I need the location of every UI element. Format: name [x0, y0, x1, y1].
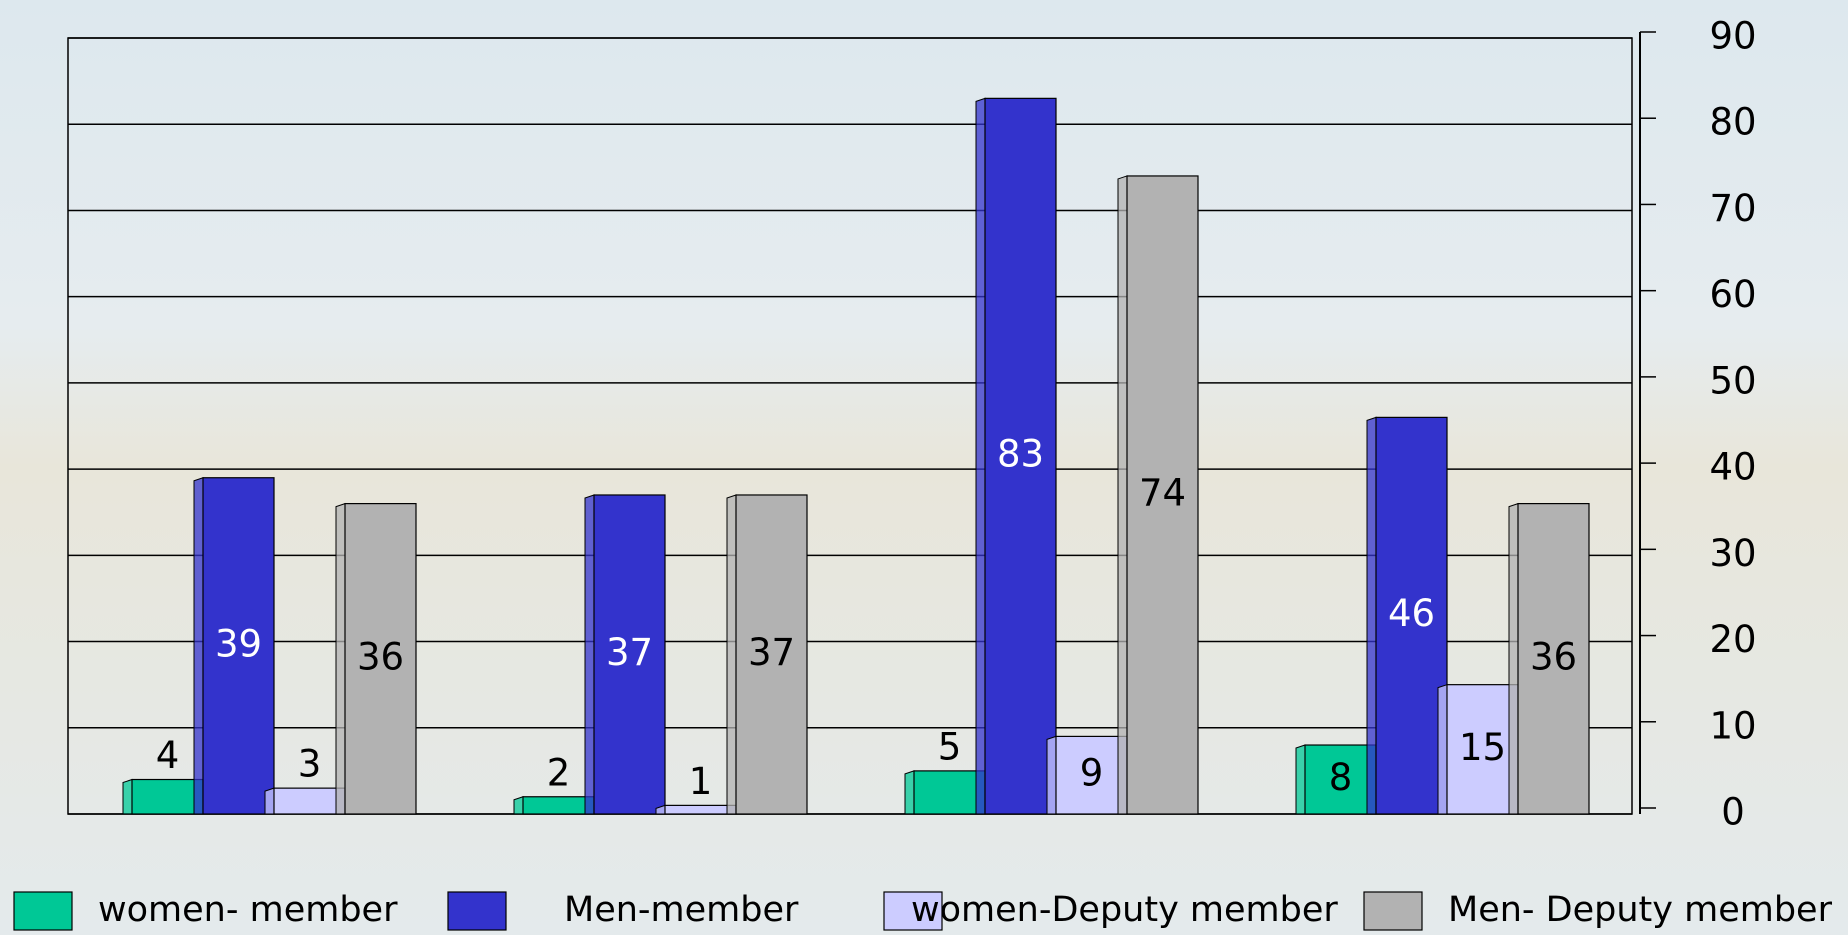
bar-side [336, 504, 345, 814]
y-tick-label: 80 [1709, 101, 1756, 144]
legend-swatch [14, 892, 72, 930]
data-label: 83 [997, 433, 1044, 476]
bar-side [1367, 417, 1376, 814]
chart: 0 10 20 30 40 50 60 70 80 90 4 39 3 36 2 37 1 37 5 83 9 74 8 46… [0, 0, 1848, 935]
y-tick-label: 10 [1709, 704, 1756, 747]
bar-side [905, 771, 914, 814]
data-label: 9 [1080, 752, 1104, 795]
bar-side [585, 495, 594, 814]
bar-side [1438, 685, 1447, 814]
y-tick-label: 70 [1709, 187, 1756, 230]
legend-label: women- member [98, 890, 398, 930]
data-label: 37 [606, 631, 653, 674]
legend-swatch [1364, 892, 1422, 930]
bar-side [1047, 736, 1056, 814]
data-label: 2 [547, 751, 571, 794]
data-label: 1 [689, 760, 713, 803]
bar-side [1118, 176, 1127, 814]
data-label: 37 [748, 631, 795, 674]
data-label: 36 [1530, 635, 1577, 678]
data-label: 15 [1459, 726, 1506, 769]
bar-side [1296, 745, 1305, 814]
bar [274, 788, 345, 814]
data-label: 74 [1139, 471, 1186, 514]
y-tick-label: 90 [1709, 15, 1756, 58]
bar [665, 805, 736, 814]
data-label: 4 [156, 734, 180, 777]
bar-side [265, 788, 274, 814]
bar [132, 780, 203, 814]
legend-label: women-Deputy member [911, 890, 1338, 930]
y-tick-label: 60 [1709, 273, 1756, 316]
legend-swatch [448, 892, 506, 930]
y-tick-label: 50 [1709, 359, 1756, 402]
legend-label: Men- Deputy member [1448, 890, 1833, 930]
data-label: 5 [938, 725, 962, 768]
bar-side [514, 797, 523, 814]
data-label: 36 [357, 635, 404, 678]
data-label: 3 [298, 743, 322, 786]
bar [914, 771, 985, 814]
bar-side [727, 495, 736, 814]
legend-label: Men-member [564, 890, 799, 930]
bar-side [976, 98, 985, 814]
bar-side [1509, 504, 1518, 814]
data-label: 39 [215, 622, 262, 665]
y-tick-label: 20 [1709, 618, 1756, 661]
y-tick-label: 0 [1721, 791, 1745, 834]
bar [523, 797, 594, 814]
data-label: 8 [1329, 756, 1353, 799]
data-label: 46 [1388, 592, 1435, 635]
y-tick-label: 30 [1709, 532, 1756, 575]
bar-side [194, 478, 203, 814]
bar-side [123, 780, 132, 814]
y-tick-label: 40 [1709, 446, 1756, 489]
